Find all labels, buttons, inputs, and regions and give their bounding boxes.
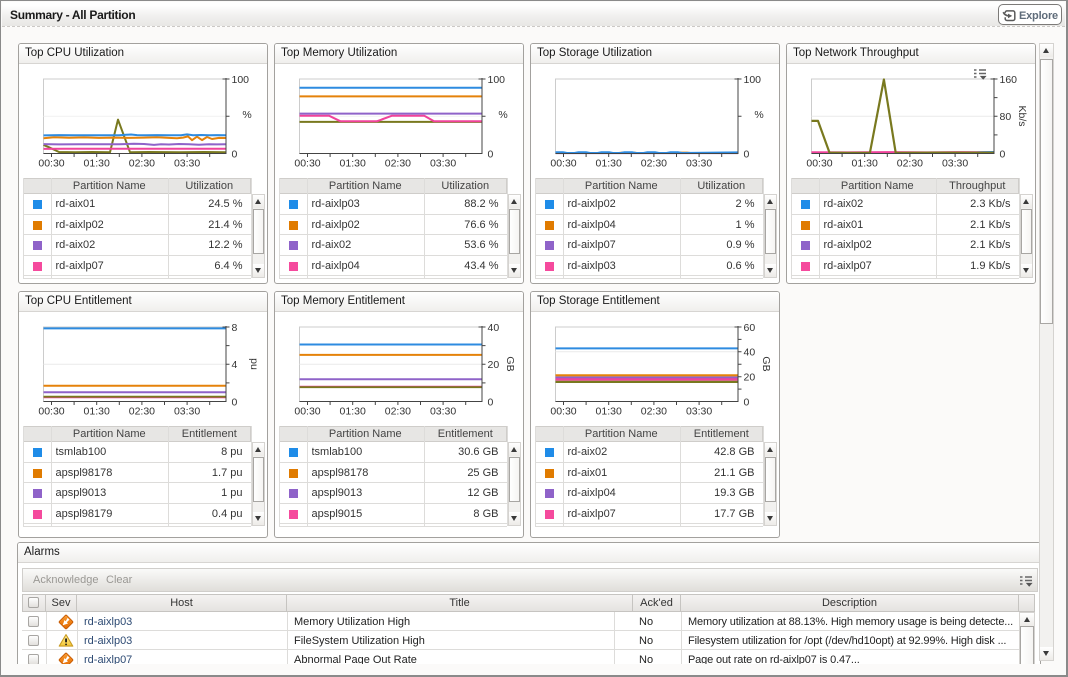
- svg-text:00:30: 00:30: [806, 158, 832, 170]
- svg-text:0: 0: [1000, 148, 1006, 160]
- svg-text:20: 20: [744, 372, 756, 384]
- svg-text:100: 100: [744, 74, 762, 86]
- svg-text:0: 0: [232, 148, 238, 160]
- svg-text:00:30: 00:30: [550, 406, 576, 418]
- svg-text:20: 20: [488, 359, 500, 371]
- svg-text:03:30: 03:30: [174, 406, 200, 418]
- svg-text:%: %: [498, 109, 507, 121]
- svg-text:03:30: 03:30: [174, 158, 200, 170]
- svg-text:Kb/s: Kb/s: [1016, 105, 1028, 126]
- svg-text:00:30: 00:30: [38, 406, 64, 418]
- svg-text:02:30: 02:30: [641, 158, 667, 170]
- svg-text:02:30: 02:30: [641, 406, 667, 418]
- svg-text:02:30: 02:30: [385, 158, 411, 170]
- svg-text:03:30: 03:30: [430, 406, 456, 418]
- svg-text:00:30: 00:30: [294, 158, 320, 170]
- svg-text:4: 4: [232, 359, 238, 371]
- svg-text:100: 100: [488, 74, 506, 86]
- svg-text:160: 160: [1000, 74, 1018, 86]
- svg-text:GB: GB: [504, 356, 516, 371]
- svg-text:01:30: 01:30: [340, 406, 366, 418]
- svg-text:00:30: 00:30: [550, 158, 576, 170]
- svg-text:02:30: 02:30: [897, 158, 923, 170]
- svg-text:0: 0: [488, 148, 494, 160]
- svg-text:0: 0: [488, 396, 494, 408]
- svg-text:01:30: 01:30: [852, 158, 878, 170]
- svg-text:0: 0: [744, 148, 750, 160]
- svg-text:03:30: 03:30: [686, 158, 712, 170]
- svg-text:100: 100: [232, 74, 250, 86]
- svg-text:03:30: 03:30: [942, 158, 968, 170]
- svg-text:GB: GB: [760, 356, 772, 371]
- svg-text:01:30: 01:30: [596, 158, 622, 170]
- svg-text:01:30: 01:30: [84, 158, 110, 170]
- svg-text:60: 60: [744, 322, 756, 334]
- svg-text:8: 8: [232, 322, 238, 334]
- svg-text:03:30: 03:30: [686, 406, 712, 418]
- svg-text:0: 0: [232, 396, 238, 408]
- svg-text:%: %: [754, 109, 763, 121]
- svg-text:02:30: 02:30: [129, 158, 155, 170]
- svg-text:80: 80: [1000, 111, 1012, 123]
- svg-text:00:30: 00:30: [38, 158, 64, 170]
- svg-text:01:30: 01:30: [84, 406, 110, 418]
- svg-text:03:30: 03:30: [430, 158, 456, 170]
- svg-text:40: 40: [744, 347, 756, 359]
- svg-text:00:30: 00:30: [294, 406, 320, 418]
- svg-text:01:30: 01:30: [596, 406, 622, 418]
- svg-text:%: %: [242, 109, 251, 121]
- svg-text:pu: pu: [248, 358, 260, 370]
- svg-text:01:30: 01:30: [340, 158, 366, 170]
- svg-text:02:30: 02:30: [129, 406, 155, 418]
- svg-text:40: 40: [488, 322, 500, 334]
- svg-text:0: 0: [744, 396, 750, 408]
- svg-text:02:30: 02:30: [385, 406, 411, 418]
